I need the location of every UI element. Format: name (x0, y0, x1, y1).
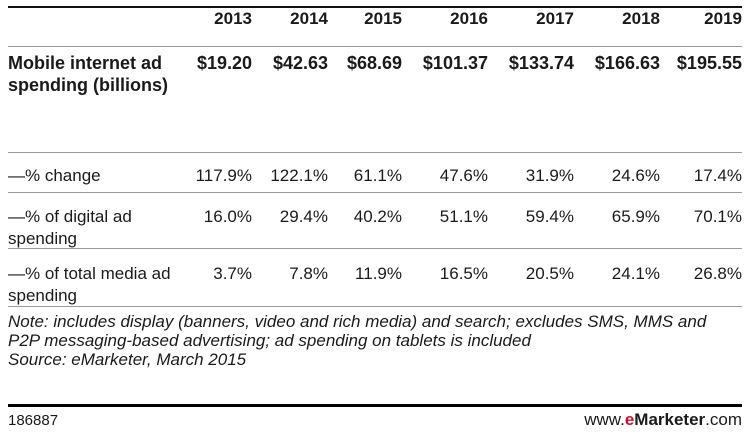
table-cell: $166.63 (594, 53, 660, 73)
table-cell: 59.4% (525, 207, 574, 226)
table-cell: 3.7% (213, 264, 252, 283)
column-header: 2015 (364, 9, 402, 28)
table-cell: 11.9% (355, 264, 402, 283)
brand-main: Marketer (634, 410, 706, 429)
source-text: Source: eMarketer, March 2015 (8, 350, 247, 369)
top-rule (8, 6, 742, 8)
table-cell: $68.69 (346, 53, 402, 73)
row-divider (8, 46, 742, 47)
table-cell: 117.9% (195, 166, 252, 185)
table-note: Note: includes display (banners, video a… (8, 312, 742, 369)
table-row: Mobile internet ad spending (billions) $… (8, 46, 742, 159)
table-cell: 40.2% (353, 207, 402, 226)
row-divider (8, 152, 742, 153)
header-row: 2013 2014 2015 2016 2017 2018 2019 (8, 8, 742, 46)
row-label: —% of total media ad spending (8, 264, 171, 305)
row-divider (8, 248, 742, 249)
table-cell: 26.8% (693, 264, 742, 283)
table-cell: $133.74 (508, 53, 574, 73)
table-cell: 122.1% (270, 166, 328, 185)
table-cell: 70.1% (693, 207, 742, 226)
note-text: Note: includes display (banners, video a… (8, 312, 707, 350)
column-header: 2019 (704, 9, 742, 28)
table-cell: 31.9% (525, 166, 574, 185)
row-divider (8, 306, 742, 307)
table-cell: $101.37 (422, 53, 488, 73)
footer-rule (8, 404, 742, 407)
row-divider (8, 192, 742, 193)
column-header: 2016 (450, 9, 488, 28)
table-row: —% of digital ad spending 16.0% 29.4% 40… (8, 200, 742, 257)
table-cell: $42.63 (272, 53, 328, 73)
table-cell: 16.5% (439, 264, 488, 283)
table-row: —% change 117.9% 122.1% 61.1% 47.6% 31.9… (8, 159, 742, 200)
table-cell: 61.1% (353, 166, 402, 185)
table-cell: $19.20 (196, 53, 252, 73)
brand-suffix: .com (705, 410, 742, 429)
table-cell: 51.1% (439, 207, 488, 226)
table-cell: 47.6% (439, 166, 488, 185)
row-label: —% of digital ad spending (8, 207, 132, 248)
brand-logo: www.eMarketer.com (584, 410, 742, 430)
row-label: —% change (8, 166, 101, 185)
brand-e: e (624, 410, 635, 429)
data-table: 2013 2014 2015 2016 2017 2018 2019 Mobil… (8, 8, 742, 316)
table-cell: 24.6% (611, 166, 660, 185)
column-header: 2017 (536, 9, 574, 28)
table-cell: 17.4% (693, 166, 742, 185)
table-cell: 16.0% (203, 207, 252, 226)
table-row: —% of total media ad spending 3.7% 7.8% … (8, 257, 742, 316)
table-cell: $195.55 (676, 53, 742, 73)
table-cell: 29.4% (279, 207, 328, 226)
table-cell: 20.5% (525, 264, 574, 283)
table-cell: 24.1% (611, 264, 660, 283)
table-cell: 65.9% (611, 207, 660, 226)
column-header: 2013 (214, 9, 252, 28)
column-header: 2018 (622, 9, 660, 28)
table-cell: 7.8% (289, 264, 328, 283)
brand-prefix: www. (584, 410, 625, 429)
chart-id: 186887 (8, 412, 59, 429)
header-corner (8, 8, 174, 46)
column-header: 2014 (290, 9, 328, 28)
row-label: Mobile internet ad spending (billions) (8, 53, 168, 95)
